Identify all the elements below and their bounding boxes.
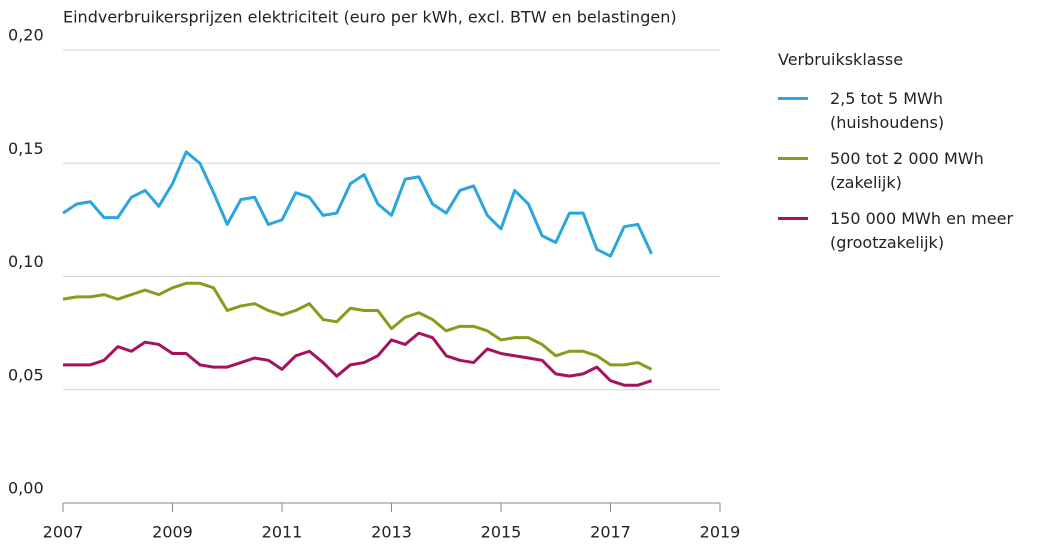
line: [62, 150, 653, 258]
x-tick-label: 2017: [590, 523, 631, 542]
y-tick-label: 0,05: [8, 365, 44, 384]
legend-label: 2,5 tot 5 MWh (huishoudens): [830, 89, 945, 132]
line: [62, 281, 653, 371]
legend-label: 500 tot 2 000 MWh (zakelijk): [830, 149, 984, 192]
y-tick-label: 0,10: [8, 252, 44, 271]
legend-item: 2,5 tot 5 MWh (huishoudens): [778, 87, 1040, 135]
legend: Verbruiksklasse 2,5 tot 5 MWh (huishoude…: [778, 50, 1040, 267]
y-tick-label: 0,20: [8, 26, 44, 45]
x-tick-label: 2013: [371, 523, 412, 542]
legend-swatch: [778, 157, 808, 160]
legend-title: Verbruiksklasse: [778, 50, 904, 69]
x-tick-label: 2015: [481, 523, 522, 542]
line: [63, 331, 653, 387]
x-tick-label: 2011: [262, 523, 303, 542]
y-tick-label: 0,15: [8, 139, 44, 158]
x-tick-label: 2007: [43, 523, 84, 542]
legend-swatch: [778, 217, 808, 220]
legend-swatch: [778, 97, 808, 100]
x-tick-label: 2019: [700, 523, 741, 542]
legend-item: 150 000 MWh en meer (grootzakelijk): [778, 207, 1040, 255]
chart-title: Eindverbruikersprijzen elektriciteit (eu…: [63, 8, 677, 27]
y-tick-label: 0,00: [8, 479, 44, 498]
legend-item: 500 tot 2 000 MWh (zakelijk): [778, 147, 1040, 195]
legend-label: 150 000 MWh en meer (grootzakelijk): [830, 209, 1014, 252]
chart: Eindverbruikersprijzen elektriciteit (eu…: [8, 8, 741, 542]
x-tick-label: 2009: [152, 523, 193, 542]
